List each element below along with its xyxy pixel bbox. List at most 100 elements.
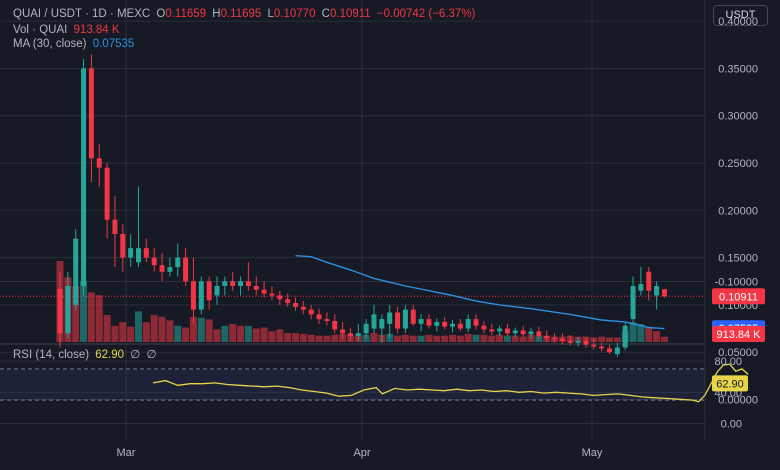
ma-value: 0.07535	[92, 38, 135, 50]
candle	[238, 276, 244, 296]
volume-value: 913.84 K	[73, 24, 120, 36]
volume-bar	[488, 335, 496, 342]
open-value: 0.11659	[165, 8, 207, 20]
volume-bar	[80, 280, 88, 342]
volume-bar	[166, 320, 174, 342]
change-value: −0.00742 (−6.37%)	[376, 8, 476, 20]
volume-bar	[221, 325, 229, 342]
time-tick-label: Apr	[353, 447, 370, 459]
candle-body	[285, 299, 291, 304]
volume-bar	[174, 325, 182, 342]
volume-bar	[441, 335, 449, 342]
symbol-legend[interactable]: QUAI / USDT · 1D · MEXC O0.11659 H0.1169…	[13, 8, 478, 20]
low-label: L	[267, 8, 274, 20]
candle-body	[57, 288, 63, 334]
candle-body	[654, 285, 660, 296]
candle	[332, 314, 338, 334]
candle-body	[253, 285, 259, 290]
ma-legend[interactable]: MA (30, close) 0.07535	[13, 38, 137, 50]
candle	[104, 163, 110, 239]
volume-bar	[362, 334, 370, 342]
candle	[300, 301, 306, 315]
candle	[355, 323, 361, 341]
candle	[481, 320, 487, 334]
candle-body	[340, 329, 346, 334]
price-tick-label: 0.25000	[718, 158, 758, 170]
candle-body	[151, 257, 157, 266]
candle	[638, 267, 644, 296]
candle	[308, 304, 314, 320]
candle-body	[238, 281, 244, 286]
volume-bar	[433, 335, 441, 342]
candle-body	[261, 289, 267, 294]
candle-body	[481, 325, 487, 330]
volume-bar	[150, 315, 158, 342]
candle	[646, 267, 652, 301]
candle	[622, 321, 628, 351]
volume-bar	[645, 326, 653, 342]
candle-body	[567, 340, 573, 343]
volume-bar	[370, 333, 378, 342]
volume-bar	[197, 317, 205, 342]
candle-body	[230, 281, 236, 286]
candle-body	[622, 325, 628, 348]
rsi-legend[interactable]: RSI (14, close) 62.90 ∅ ∅	[13, 347, 160, 361]
candle	[73, 229, 79, 310]
candle	[599, 342, 605, 352]
candle	[536, 326, 542, 339]
volume-bar	[331, 334, 339, 342]
last-price-label: 0.10911	[719, 291, 758, 303]
candle	[96, 144, 102, 187]
volume-label: 913.84 K	[716, 329, 761, 341]
candle	[175, 243, 181, 277]
volume-bar	[606, 337, 613, 342]
volume-bar	[598, 336, 606, 342]
candle-body	[300, 306, 306, 310]
candle	[151, 248, 157, 272]
candle	[426, 314, 432, 329]
candle	[120, 224, 126, 272]
volume-bar	[323, 335, 331, 342]
candle	[473, 314, 479, 330]
candle	[379, 314, 385, 343]
volume-bar	[629, 322, 637, 342]
candle	[81, 58, 87, 296]
volume-bar	[72, 286, 80, 342]
candle-body	[544, 336, 550, 339]
currency-button[interactable]: USDT	[713, 5, 768, 26]
candle-body	[497, 328, 503, 332]
candle	[402, 304, 408, 334]
candle	[418, 314, 424, 332]
low-value: 0.10770	[273, 8, 316, 20]
symbol-name[interactable]: QUAI / USDT · 1D · MEXC	[13, 8, 151, 20]
candle-body	[269, 293, 275, 296]
close-value: 0.10911	[329, 8, 371, 20]
candle	[269, 285, 275, 301]
volume-bar	[519, 336, 527, 342]
candle-body	[599, 346, 605, 349]
candle-body	[473, 319, 479, 326]
time-axis[interactable]: Mar Apr May	[117, 447, 603, 459]
price-axis[interactable]: 0.450000.400000.350000.300000.250000.200…	[715, 0, 758, 407]
volume-bar	[87, 292, 95, 342]
candle	[457, 319, 463, 332]
candle-body	[371, 314, 377, 329]
volume-bar	[496, 334, 504, 342]
volume-bar	[142, 322, 150, 342]
candle	[450, 320, 455, 333]
candle-body	[410, 309, 416, 324]
rsi-line	[152, 363, 749, 403]
volume-bar	[637, 324, 645, 342]
volume-bar	[299, 333, 307, 342]
candle	[387, 304, 393, 339]
candle	[395, 306, 401, 334]
candle-body	[457, 323, 463, 329]
candle-body	[128, 248, 134, 258]
candle-body	[245, 281, 251, 286]
volume-bar	[260, 327, 268, 342]
candle-body	[536, 331, 542, 337]
volume-legend[interactable]: Vol · QUAI 913.84 K	[13, 24, 123, 36]
volume-bar	[252, 328, 260, 342]
